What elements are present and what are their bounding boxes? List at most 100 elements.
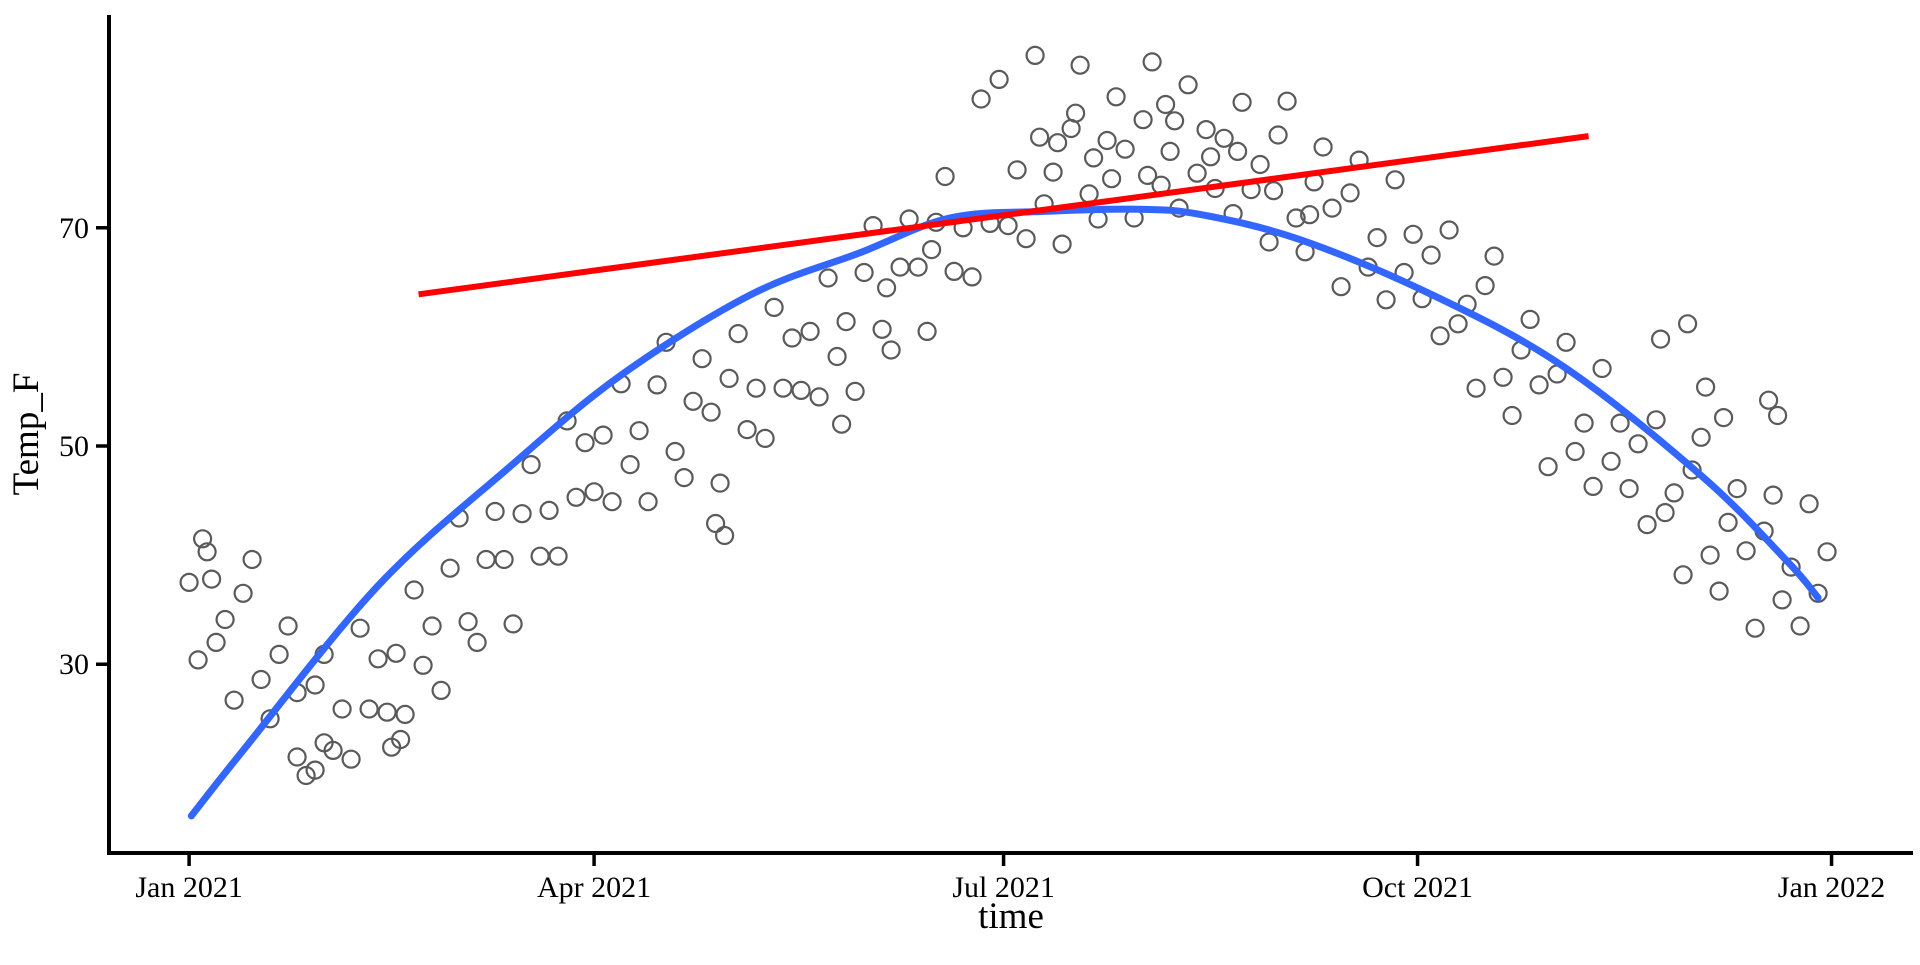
data-point: [251, 669, 271, 690]
data-point: [1574, 413, 1594, 433]
data-point: [260, 709, 280, 729]
data-point: [755, 428, 775, 448]
data-point: [1448, 314, 1468, 334]
data-point: [1403, 224, 1423, 244]
data-point: [1070, 55, 1090, 75]
data-point: [215, 609, 235, 630]
data-point: [566, 487, 586, 507]
data-point: [278, 616, 298, 636]
data-point: [1637, 514, 1657, 535]
data-point: [1466, 378, 1486, 398]
x-tick-label: Jan 2022: [1778, 871, 1886, 904]
data-point: [1047, 133, 1068, 153]
data-point: [1313, 137, 1333, 157]
data-point: [719, 368, 739, 388]
data-point: [530, 546, 550, 566]
data-point: [404, 580, 424, 600]
data-point: [1790, 616, 1810, 636]
y-tick-label: 50: [59, 430, 89, 463]
data-point: [800, 321, 820, 341]
data-point: [1655, 502, 1675, 523]
data-point: [548, 546, 568, 566]
data-point: [1421, 245, 1441, 265]
data-point: [1101, 169, 1122, 189]
data-point: [1691, 427, 1711, 447]
data-point: [701, 402, 721, 422]
data-point: [1767, 405, 1788, 426]
data-point: [674, 468, 694, 488]
data-point: [193, 529, 213, 549]
data-point: [1565, 441, 1585, 462]
data-point: [710, 473, 730, 493]
data-point: [539, 500, 559, 520]
data-point: [494, 549, 514, 570]
data-point: [1259, 232, 1279, 252]
data-point: [332, 699, 352, 719]
data-point: [746, 378, 766, 398]
data-point: [845, 381, 865, 401]
data-point: [818, 268, 838, 288]
data-point: [764, 297, 784, 317]
data-point: [1439, 220, 1459, 240]
data-point: [431, 680, 451, 701]
data-point: [359, 699, 379, 719]
data-point: [1520, 309, 1540, 329]
data-point: [971, 89, 991, 109]
data-point: [197, 542, 217, 562]
data-point: [485, 501, 505, 522]
data-point: [521, 455, 541, 475]
data-point: [202, 569, 222, 589]
data-point: [876, 278, 897, 298]
data-point: [1781, 557, 1801, 577]
data-point: [1115, 139, 1135, 159]
data-point: [1745, 618, 1765, 638]
chart-generated-layer: Jan 2021 Apr 2021 Jul 2021 Oct 2021 Jan 2022…: [59, 15, 1913, 904]
data-point: [1214, 128, 1234, 148]
data-point: [1200, 147, 1221, 167]
data-point: [998, 216, 1018, 236]
smooth-fit-line: [187, 205, 1822, 820]
data-point: [575, 433, 595, 453]
data-point: [269, 644, 289, 665]
data-point: [1196, 120, 1216, 140]
data-point: [1083, 148, 1104, 168]
data-point: [1763, 485, 1783, 505]
data-point: [692, 349, 712, 369]
x-tick-label: Oct 2021: [1362, 871, 1473, 904]
data-point: [1493, 367, 1513, 387]
data-point: [1664, 483, 1684, 503]
data-point: [1106, 87, 1126, 107]
data-point: [1250, 154, 1270, 175]
x-axis-title: time: [978, 896, 1044, 937]
data-point: [287, 747, 307, 767]
data-point: [1367, 228, 1387, 248]
data-point: [1628, 434, 1648, 454]
data-point: [1016, 229, 1036, 249]
data-point: [944, 261, 964, 281]
data-point: [1718, 512, 1738, 533]
data-point: [1155, 94, 1176, 115]
data-point: [872, 319, 892, 339]
data-point: [1727, 479, 1747, 499]
data-point: [305, 760, 325, 780]
data-point: [705, 513, 726, 534]
data-point: [1065, 103, 1086, 123]
data-point: [242, 549, 262, 570]
data-point: [1025, 45, 1045, 66]
data-point: [1677, 314, 1698, 334]
data-point: [908, 257, 928, 277]
data-point: [350, 618, 370, 638]
data-point: [620, 455, 640, 475]
data-point: [1695, 377, 1716, 397]
data-point: [1227, 141, 1248, 161]
data-point: [368, 649, 388, 669]
data-point: [1808, 583, 1828, 603]
data-point: [962, 267, 982, 287]
data-point: [831, 414, 852, 434]
data-point: [1601, 451, 1621, 471]
data-point: [1592, 358, 1612, 379]
data-point: [233, 583, 253, 603]
data-point: [179, 572, 199, 593]
data-point: [638, 492, 658, 512]
